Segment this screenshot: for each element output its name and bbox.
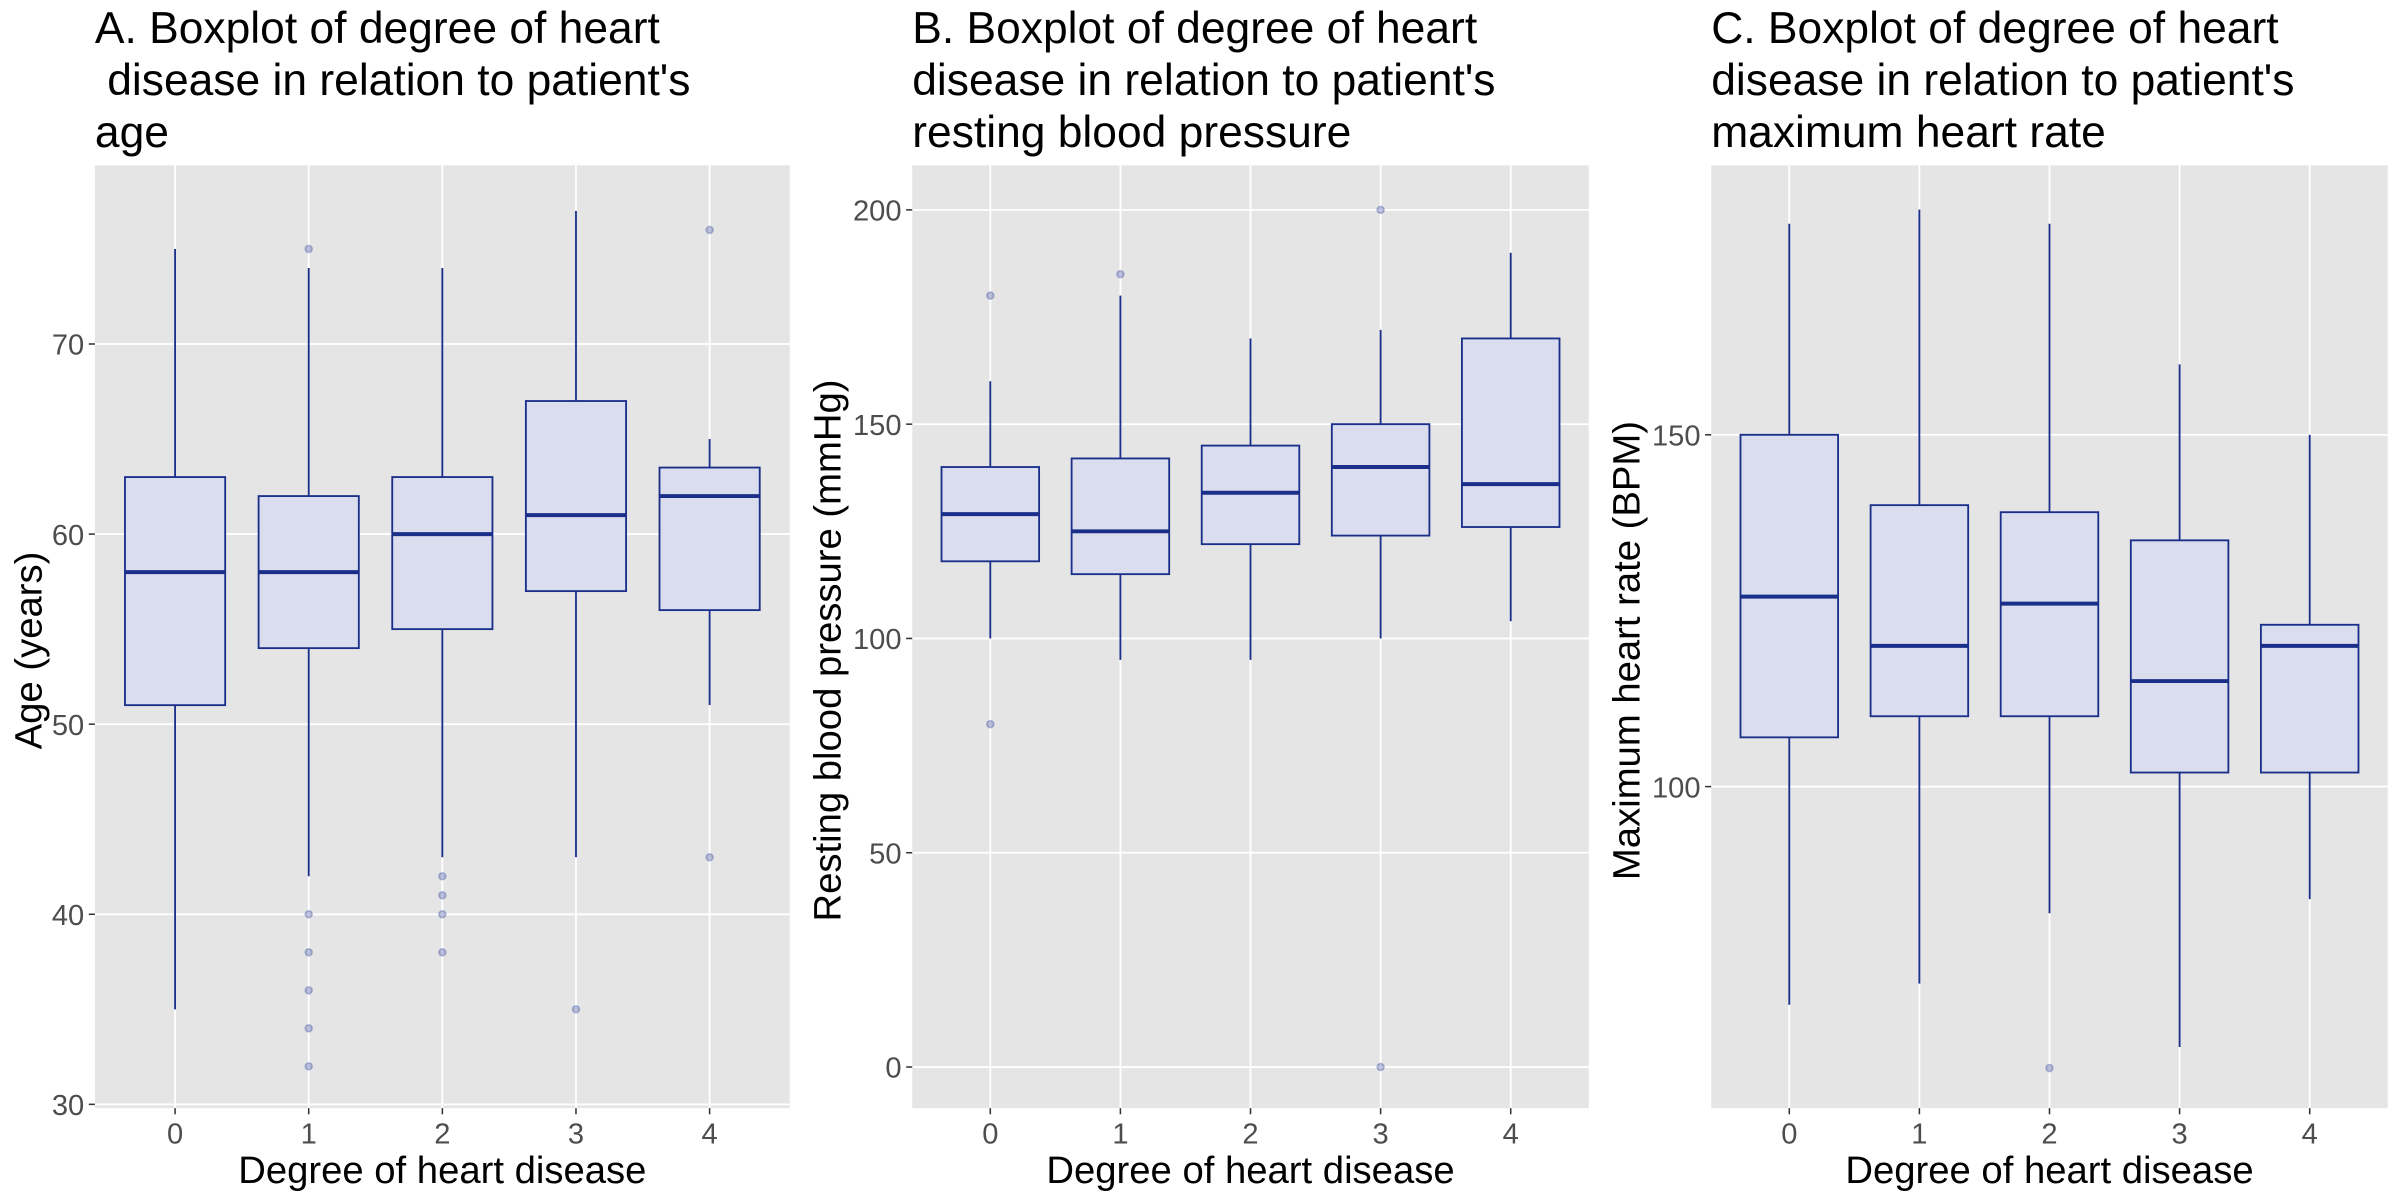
outlier xyxy=(438,909,447,919)
x-tick-label: 2 xyxy=(1242,1118,1258,1150)
outlier xyxy=(986,291,995,300)
y-tick-label: 60 xyxy=(52,520,84,552)
outlier xyxy=(304,986,313,995)
x-tick-label: 3 xyxy=(568,1118,584,1150)
outlier xyxy=(705,852,714,862)
x-tick-label: 4 xyxy=(702,1118,718,1150)
outlier xyxy=(438,890,447,900)
y-tick-label: 100 xyxy=(853,624,902,656)
y-axis-label: Resting blood pressure (mmHg) xyxy=(806,379,849,921)
outlier xyxy=(2045,1063,2054,1073)
y-tick-label: 0 xyxy=(885,1053,901,1085)
box xyxy=(1330,423,1431,537)
outlier xyxy=(438,948,447,957)
outlier xyxy=(304,1062,313,1071)
box xyxy=(124,476,227,707)
chart-title: A. Boxplot of degree of heart xyxy=(95,4,660,53)
chart-title: B. Boxplot of degree of heart xyxy=(912,4,1477,53)
chart-title: maximum heart rate xyxy=(1711,108,2106,157)
y-tick-label: 150 xyxy=(853,410,902,442)
outlier xyxy=(438,871,447,881)
box xyxy=(524,400,628,593)
x-tick-label: 1 xyxy=(1911,1118,1927,1150)
outlier xyxy=(1116,269,1125,279)
box xyxy=(1739,433,1839,739)
x-tick-label: 0 xyxy=(1781,1118,1797,1150)
x-axis-label: Degree of heart disease xyxy=(1046,1149,1454,1192)
outlier xyxy=(1376,205,1385,215)
chart-title: disease in relation to patient's xyxy=(95,56,691,105)
outlier xyxy=(304,1024,313,1033)
x-tick-label: 3 xyxy=(2172,1118,2188,1150)
y-tick-label: 50 xyxy=(52,710,84,742)
y-tick-label: 30 xyxy=(52,1090,84,1122)
x-tick-label: 2 xyxy=(434,1118,450,1150)
box xyxy=(2129,539,2230,774)
y-tick-label: 50 xyxy=(869,838,901,870)
x-axis-label: Degree of heart disease xyxy=(238,1149,646,1192)
y-axis-label: Maximum heart rate (BPM) xyxy=(1605,421,1648,880)
chart-title: disease in relation to patient's xyxy=(1711,56,2294,105)
box xyxy=(1070,457,1171,576)
outlier xyxy=(1376,1062,1385,1072)
outlier xyxy=(571,1005,581,1014)
box xyxy=(1200,444,1301,546)
y-tick-label: 70 xyxy=(52,330,84,362)
chart-title: C. Boxplot of degree of heart xyxy=(1711,4,2278,53)
box xyxy=(1869,504,1970,718)
box xyxy=(658,466,761,612)
x-tick-label: 2 xyxy=(2041,1118,2057,1150)
y-axis-label: Age (years) xyxy=(7,552,50,750)
box xyxy=(391,476,494,631)
x-axis-label: Degree of heart disease xyxy=(1845,1149,2253,1192)
x-tick-label: 3 xyxy=(1373,1118,1389,1150)
x-tick-label: 4 xyxy=(1503,1118,1519,1150)
outlier xyxy=(705,225,714,235)
x-tick-label: 0 xyxy=(982,1118,998,1150)
y-tick-label: 200 xyxy=(853,196,902,228)
y-tick-label: 150 xyxy=(1652,421,1701,453)
x-tick-label: 4 xyxy=(2302,1118,2318,1150)
box xyxy=(1999,511,2100,718)
y-tick-label: 40 xyxy=(52,900,84,932)
x-tick-label: 1 xyxy=(1112,1118,1128,1150)
x-tick-label: 1 xyxy=(301,1118,317,1150)
box xyxy=(1461,337,1561,528)
chart-title: disease in relation to patient's xyxy=(912,56,1495,105)
outlier xyxy=(304,948,313,957)
chart-title: age xyxy=(95,108,169,157)
outlier xyxy=(304,909,313,919)
box xyxy=(2259,623,2360,774)
outlier xyxy=(304,244,313,254)
x-tick-label: 0 xyxy=(167,1118,183,1150)
chart-title: resting blood pressure xyxy=(912,108,1351,157)
outlier xyxy=(986,719,995,729)
y-tick-label: 100 xyxy=(1652,772,1701,804)
